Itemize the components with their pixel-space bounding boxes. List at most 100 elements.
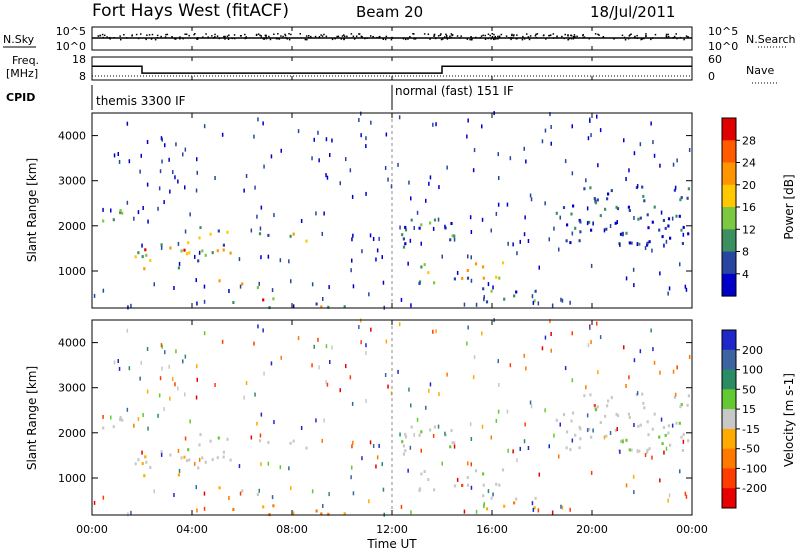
range-cell: [196, 508, 198, 513]
noise-sample: [413, 33, 415, 35]
noise-sample: [350, 33, 353, 35]
range-cell: [292, 232, 295, 236]
noise-sample: [255, 34, 258, 36]
range-cell: [512, 449, 514, 454]
range-cell: [351, 444, 353, 449]
range-cell: [402, 444, 405, 448]
range-cell: [262, 328, 264, 333]
range-cell: [643, 406, 646, 410]
noise-sample: [613, 38, 615, 40]
range-cell: [544, 408, 546, 413]
range-cell: [315, 302, 318, 306]
range-cell: [360, 111, 362, 116]
noise-sample: [361, 36, 363, 38]
range-cell: [217, 436, 220, 440]
range-cell: [262, 121, 264, 126]
range-cell: [435, 122, 437, 127]
range-cell: [102, 495, 105, 500]
cpid-panel: CPID themis 3300 IF normal (fast) 151 IF: [6, 84, 514, 110]
range-cell: [168, 364, 170, 369]
range-cell: [589, 186, 592, 190]
range-cell: [589, 325, 591, 330]
range-cell: [184, 147, 187, 152]
range-cell: [597, 163, 599, 168]
range-cell: [616, 427, 618, 431]
range-cell: [630, 241, 633, 245]
range-cell: [370, 327, 372, 332]
range-cell: [311, 156, 313, 161]
range-cell: [667, 424, 671, 428]
noise-sample: [286, 38, 289, 40]
range-cell: [495, 418, 498, 423]
range-cell: [270, 154, 273, 159]
range-cell: [523, 146, 525, 151]
range-cell: [232, 508, 235, 511]
noise-sample: [528, 38, 531, 41]
range-cell: [615, 412, 618, 416]
range-cell: [537, 301, 540, 306]
range-cell: [194, 254, 196, 259]
noise-sample: [151, 33, 154, 36]
noise-sample: [654, 33, 657, 36]
range-cell: [325, 380, 327, 385]
colorbar-swatch: [722, 468, 736, 489]
range-cell: [241, 489, 244, 493]
range-cell: [651, 427, 654, 431]
noise-sample: [529, 35, 532, 37]
range-cell: [473, 355, 476, 360]
range-cell: [226, 230, 229, 234]
range-cell: [423, 470, 426, 474]
range-cell: [292, 511, 295, 516]
range-cell: [685, 287, 688, 292]
range-cell: [271, 495, 274, 500]
range-cell: [544, 201, 546, 206]
range-cell: [562, 413, 566, 417]
range-cell: [418, 280, 422, 284]
range-cell: [404, 242, 407, 246]
range-cell: [481, 424, 484, 429]
range-cell: [349, 168, 352, 173]
range-cell: [272, 297, 275, 301]
range-cell: [590, 133, 592, 138]
range-cell: [327, 512, 330, 516]
noise-sample: [265, 34, 267, 37]
range-cell: [256, 421, 258, 426]
range-cell: [267, 233, 270, 237]
range-cell: [519, 446, 521, 451]
range-cell: [450, 222, 453, 225]
range-cell: [325, 137, 328, 142]
range-cell: [387, 384, 389, 389]
range-cell: [137, 251, 140, 255]
range-cell: [524, 215, 526, 220]
range-cell: [407, 261, 409, 266]
noise-sample: [675, 33, 677, 35]
range-cell: [121, 211, 124, 215]
range-cell: [174, 175, 176, 180]
range-cell: [160, 136, 163, 141]
freq-left-label: Freq.: [12, 54, 39, 67]
noise-sample: [214, 33, 216, 36]
range-tick-label: 4000: [58, 337, 86, 350]
range-cell: [628, 416, 631, 419]
range-cell: [507, 241, 509, 246]
range-cell: [102, 288, 105, 293]
range-cell: [579, 437, 582, 441]
power-ylabel: Slant Range [km]: [25, 158, 39, 262]
range-cell: [375, 464, 377, 469]
range-cell: [168, 157, 170, 162]
range-cell: [177, 241, 180, 246]
range-cell: [572, 204, 575, 208]
range-cell: [579, 427, 582, 431]
range-cell: [482, 265, 485, 269]
range-cell: [594, 408, 598, 412]
range-cell: [512, 242, 514, 247]
range-cell: [209, 232, 212, 236]
range-cell: [551, 510, 554, 515]
noise-sample: [500, 33, 503, 36]
range-cell: [523, 439, 526, 444]
range-cell: [682, 439, 685, 444]
range-cell: [160, 343, 163, 348]
range-cell: [259, 433, 262, 438]
range-cell: [466, 269, 469, 272]
noise-sample: [239, 35, 242, 37]
